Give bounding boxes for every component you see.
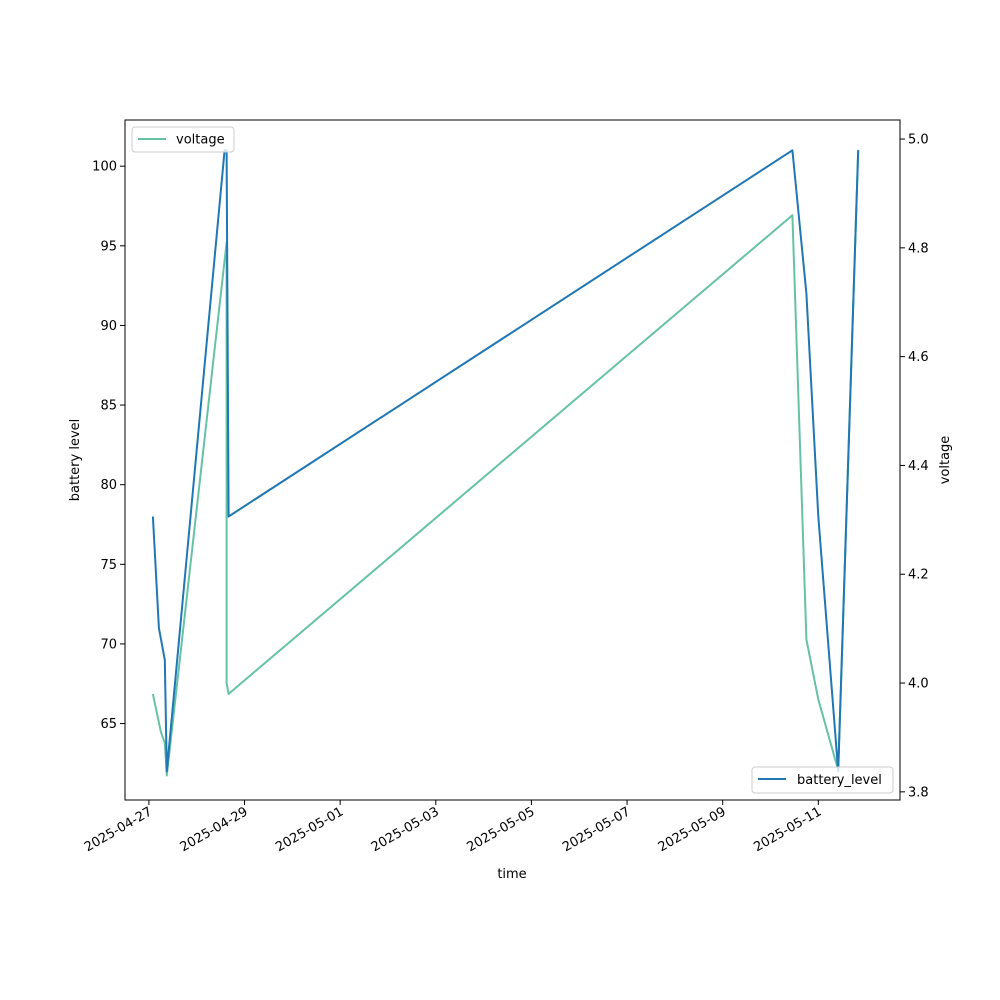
y-left-axis-label: battery level — [68, 419, 83, 502]
y-left-tick-label: 95 — [100, 239, 117, 254]
y-right-tick-label: 4.2 — [908, 568, 929, 583]
legend-battery-level-label: battery_level — [797, 773, 882, 788]
series-layer — [151, 149, 860, 777]
series-line-voltage — [151, 149, 860, 777]
y-right-tick-label: 4.8 — [908, 241, 929, 256]
plot-frame — [124, 119, 901, 801]
legend-battery-level-box — [751, 766, 894, 794]
y-left-tick-label: 65 — [100, 717, 117, 732]
series-line-battery-level — [151, 149, 860, 773]
legend-battery-level: battery_level — [751, 766, 894, 794]
y-right-tick-label: 4.6 — [908, 350, 929, 365]
y-right-tick-label: 4.0 — [908, 677, 929, 692]
y-left-tick-label: 85 — [100, 399, 117, 414]
y-left-tick-label: 75 — [100, 558, 117, 573]
x-axis-label: time — [497, 867, 526, 882]
y-right-tick-label: 5.0 — [908, 133, 929, 148]
legend-voltage: voltage — [131, 126, 235, 153]
y-left-tick-label: 90 — [100, 319, 117, 334]
legend-voltage-label: voltage — [176, 133, 225, 148]
y-right-axis-ticks: 3.8 4.0 4.2 4.4 4.6 4.8 5.0 — [900, 133, 929, 800]
y-left-axis-ticks: 65 70 75 80 85 90 95 100 — [92, 160, 125, 732]
y-right-tick-label: 4.4 — [908, 459, 929, 474]
y-left-tick-label: 70 — [100, 637, 117, 652]
y-left-tick-label: 100 — [92, 160, 117, 175]
legend-voltage-box — [131, 126, 235, 153]
y-right-axis-label: voltage — [938, 436, 953, 485]
y-left-tick-label: 80 — [100, 478, 117, 493]
y-right-tick-label: 3.8 — [908, 785, 929, 800]
